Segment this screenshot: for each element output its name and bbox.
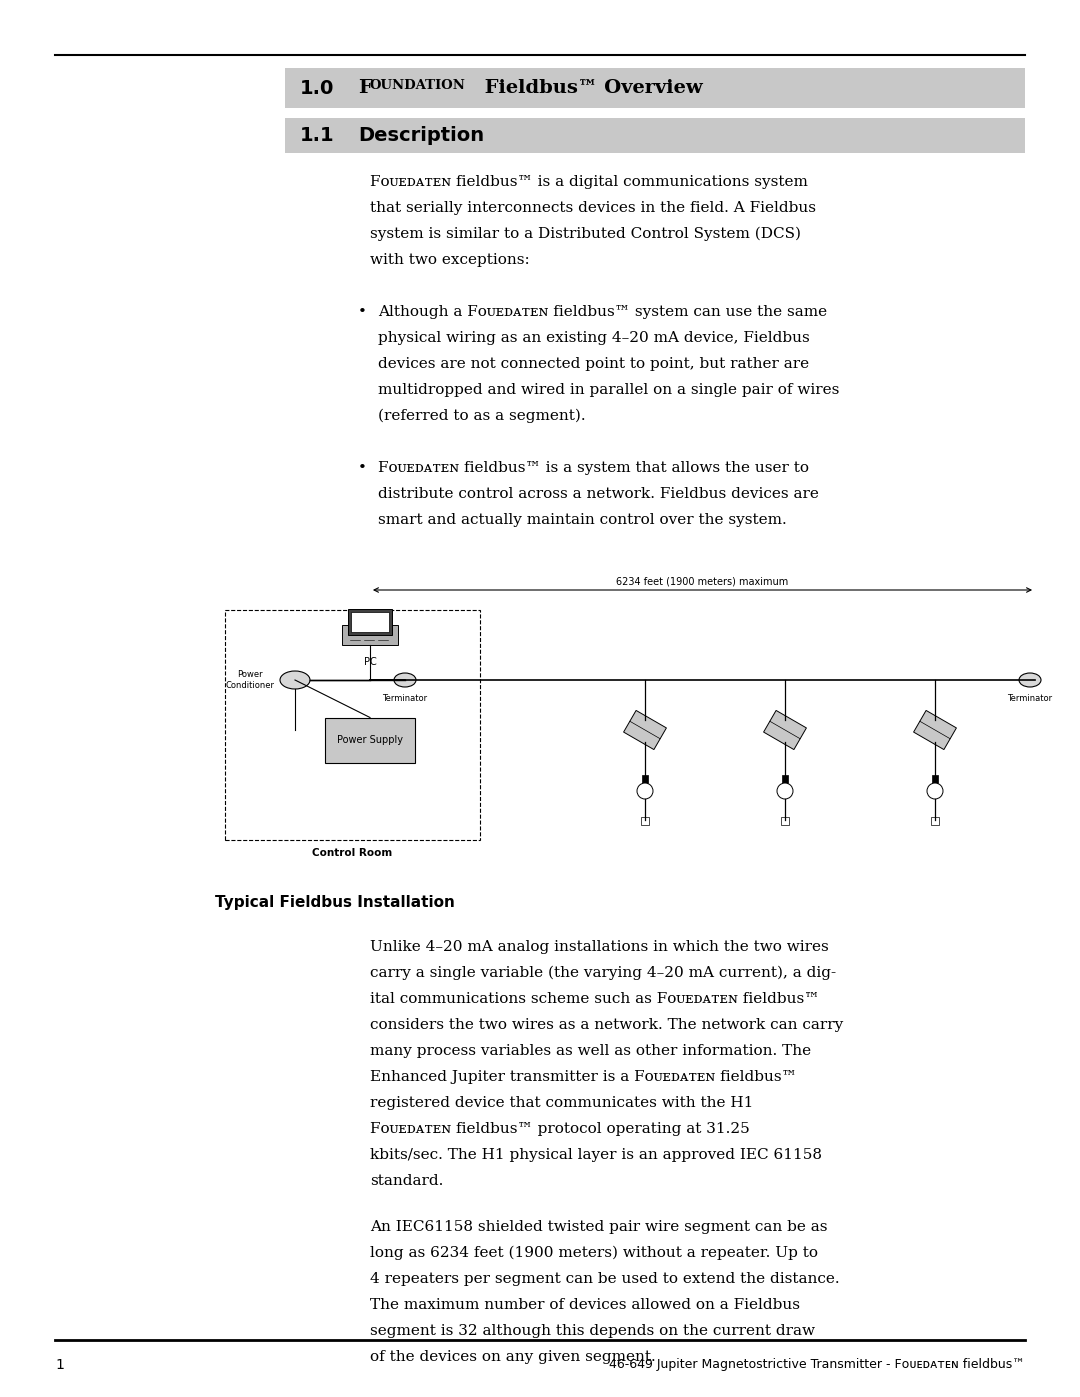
Bar <box>342 624 399 645</box>
Text: The maximum number of devices allowed on a Fieldbus: The maximum number of devices allowed on… <box>370 1298 800 1312</box>
Text: Power
Conditioner: Power Conditioner <box>226 671 274 690</box>
Bar <box>914 711 957 750</box>
Text: •: • <box>357 461 367 475</box>
Circle shape <box>777 782 793 799</box>
Text: physical wiring as an existing 4–20 mA device, Fieldbus: physical wiring as an existing 4–20 mA d… <box>378 331 810 345</box>
Bar <box>782 775 788 782</box>
Text: kbits/sec. The H1 physical layer is an approved IEC 61158: kbits/sec. The H1 physical layer is an a… <box>370 1148 822 1162</box>
Text: F: F <box>357 80 372 96</box>
Bar <box>285 117 1025 154</box>
Text: devices are not connected point to point, but rather are: devices are not connected point to point… <box>378 358 809 372</box>
Text: •: • <box>357 305 367 319</box>
Text: 6234 feet (1900 meters) maximum: 6234 feet (1900 meters) maximum <box>617 576 788 585</box>
Text: smart and actually maintain control over the system.: smart and actually maintain control over… <box>378 513 786 527</box>
Text: Although a Fᴏᴜᴇᴅᴀᴛᴇɴ fieldbus™ system can use the same: Although a Fᴏᴜᴇᴅᴀᴛᴇɴ fieldbus™ system ca… <box>378 305 827 319</box>
Text: 46-649 Jupiter Magnetostrictive Transmitter - Fᴏᴜᴇᴅᴀᴛᴇɴ fieldbus™: 46-649 Jupiter Magnetostrictive Transmit… <box>609 1358 1025 1370</box>
Text: distribute control across a network. Fieldbus devices are: distribute control across a network. Fie… <box>378 488 819 502</box>
Text: 4 repeaters per segment can be used to extend the distance.: 4 repeaters per segment can be used to e… <box>370 1273 839 1287</box>
Text: with two exceptions:: with two exceptions: <box>370 253 530 267</box>
Text: of the devices on any given segment.: of the devices on any given segment. <box>370 1350 656 1363</box>
Text: Description: Description <box>357 126 484 145</box>
Bar <box>351 612 389 631</box>
Text: Enhanced Jupiter transmitter is a Fᴏᴜᴇᴅᴀᴛᴇɴ fieldbus™: Enhanced Jupiter transmitter is a Fᴏᴜᴇᴅᴀ… <box>370 1070 797 1084</box>
Text: many process variables as well as other information. The: many process variables as well as other … <box>370 1044 811 1058</box>
Text: Fᴏᴜᴇᴅᴀᴛᴇɴ fieldbus™ protocol operating at 31.25: Fᴏᴜᴇᴅᴀᴛᴇɴ fieldbus™ protocol operating a… <box>370 1122 750 1136</box>
Bar <box>932 775 939 782</box>
Text: Power Supply: Power Supply <box>337 735 403 745</box>
Text: ital communications scheme such as Fᴏᴜᴇᴅᴀᴛᴇɴ fieldbus™: ital communications scheme such as Fᴏᴜᴇᴅ… <box>370 992 820 1006</box>
Text: 1.1: 1.1 <box>300 126 335 145</box>
Text: 1.0: 1.0 <box>300 78 335 98</box>
Text: PC: PC <box>364 657 376 666</box>
Bar <box>931 817 939 826</box>
Bar <box>285 68 1025 108</box>
Text: Terminator: Terminator <box>1008 694 1053 703</box>
Text: (referred to as a segment).: (referred to as a segment). <box>378 409 585 423</box>
Text: system is similar to a Distributed Control System (DCS): system is similar to a Distributed Contr… <box>370 226 801 242</box>
Bar <box>642 817 649 826</box>
Text: Fᴏᴜᴇᴅᴀᴛᴇɴ fieldbus™ is a system that allows the user to: Fᴏᴜᴇᴅᴀᴛᴇɴ fieldbus™ is a system that all… <box>378 461 809 475</box>
Text: standard.: standard. <box>370 1173 444 1187</box>
Text: Terminator: Terminator <box>382 694 428 703</box>
Bar <box>764 711 807 750</box>
Ellipse shape <box>280 671 310 689</box>
Text: 1: 1 <box>55 1358 64 1372</box>
Text: Typical Fieldbus Installation: Typical Fieldbus Installation <box>215 895 455 909</box>
Text: Control Room: Control Room <box>312 848 393 858</box>
Bar <box>325 718 415 763</box>
Text: carry a single variable (the varying 4–20 mA current), a dig-: carry a single variable (the varying 4–2… <box>370 965 836 981</box>
Ellipse shape <box>1020 673 1041 687</box>
Text: that serially interconnects devices in the field. A Fieldbus: that serially interconnects devices in t… <box>370 201 816 215</box>
Text: multidropped and wired in parallel on a single pair of wires: multidropped and wired in parallel on a … <box>378 383 839 397</box>
Text: Fᴏᴜᴇᴅᴀᴛᴇɴ fieldbus™ is a digital communications system: Fᴏᴜᴇᴅᴀᴛᴇɴ fieldbus™ is a digital communi… <box>370 175 808 189</box>
Text: registered device that communicates with the H1: registered device that communicates with… <box>370 1097 754 1111</box>
Text: long as 6234 feet (1900 meters) without a repeater. Up to: long as 6234 feet (1900 meters) without … <box>370 1246 818 1260</box>
Text: Unlike 4–20 mA analog installations in which the two wires: Unlike 4–20 mA analog installations in w… <box>370 940 828 954</box>
Bar <box>642 775 648 782</box>
Bar <box>225 610 480 840</box>
Circle shape <box>927 782 943 799</box>
Text: considers the two wires as a network. The network can carry: considers the two wires as a network. Th… <box>370 1018 843 1032</box>
Text: An IEC61158 shielded twisted pair wire segment can be as: An IEC61158 shielded twisted pair wire s… <box>370 1220 827 1234</box>
Text: OUNDATION: OUNDATION <box>370 78 465 92</box>
Text: segment is 32 although this depends on the current draw: segment is 32 although this depends on t… <box>370 1324 815 1338</box>
Bar <box>623 711 666 750</box>
Circle shape <box>637 782 653 799</box>
Bar <box>781 817 789 826</box>
Ellipse shape <box>394 673 416 687</box>
Text: Fieldbus™ Overview: Fieldbus™ Overview <box>478 80 703 96</box>
Bar <box>348 609 392 636</box>
